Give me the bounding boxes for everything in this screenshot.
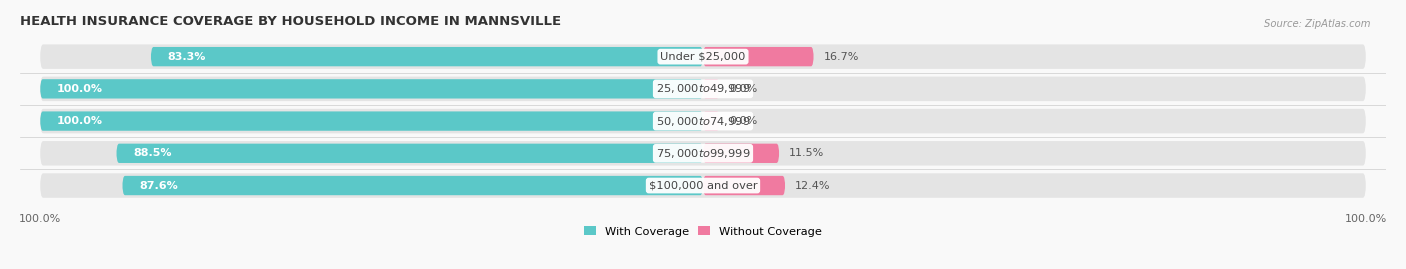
Text: $100,000 and over: $100,000 and over: [648, 180, 758, 190]
Text: HEALTH INSURANCE COVERAGE BY HOUSEHOLD INCOME IN MANNSVILLE: HEALTH INSURANCE COVERAGE BY HOUSEHOLD I…: [20, 15, 561, 28]
FancyBboxPatch shape: [117, 144, 703, 163]
Text: 83.3%: 83.3%: [167, 52, 205, 62]
FancyBboxPatch shape: [703, 79, 720, 98]
FancyBboxPatch shape: [122, 176, 703, 195]
FancyBboxPatch shape: [703, 47, 814, 66]
Legend: With Coverage, Without Coverage: With Coverage, Without Coverage: [579, 222, 827, 241]
Text: 11.5%: 11.5%: [789, 148, 824, 158]
Text: Under $25,000: Under $25,000: [661, 52, 745, 62]
Text: 88.5%: 88.5%: [134, 148, 172, 158]
FancyBboxPatch shape: [703, 144, 779, 163]
Text: 100.0%: 100.0%: [56, 84, 103, 94]
Text: $25,000 to $49,999: $25,000 to $49,999: [655, 82, 751, 95]
FancyBboxPatch shape: [703, 176, 785, 195]
FancyBboxPatch shape: [41, 79, 703, 98]
FancyBboxPatch shape: [150, 47, 703, 66]
FancyBboxPatch shape: [41, 141, 1365, 165]
FancyBboxPatch shape: [41, 44, 1365, 69]
FancyBboxPatch shape: [703, 111, 720, 131]
Text: $50,000 to $74,999: $50,000 to $74,999: [655, 115, 751, 128]
FancyBboxPatch shape: [41, 173, 1365, 198]
Text: Source: ZipAtlas.com: Source: ZipAtlas.com: [1264, 19, 1371, 29]
FancyBboxPatch shape: [41, 111, 703, 131]
Text: 0.0%: 0.0%: [730, 84, 758, 94]
FancyBboxPatch shape: [41, 77, 1365, 101]
Text: 12.4%: 12.4%: [796, 180, 831, 190]
Text: 0.0%: 0.0%: [730, 116, 758, 126]
Text: 100.0%: 100.0%: [56, 116, 103, 126]
Text: 16.7%: 16.7%: [824, 52, 859, 62]
Text: 87.6%: 87.6%: [139, 180, 177, 190]
Text: $75,000 to $99,999: $75,000 to $99,999: [655, 147, 751, 160]
FancyBboxPatch shape: [41, 109, 1365, 133]
